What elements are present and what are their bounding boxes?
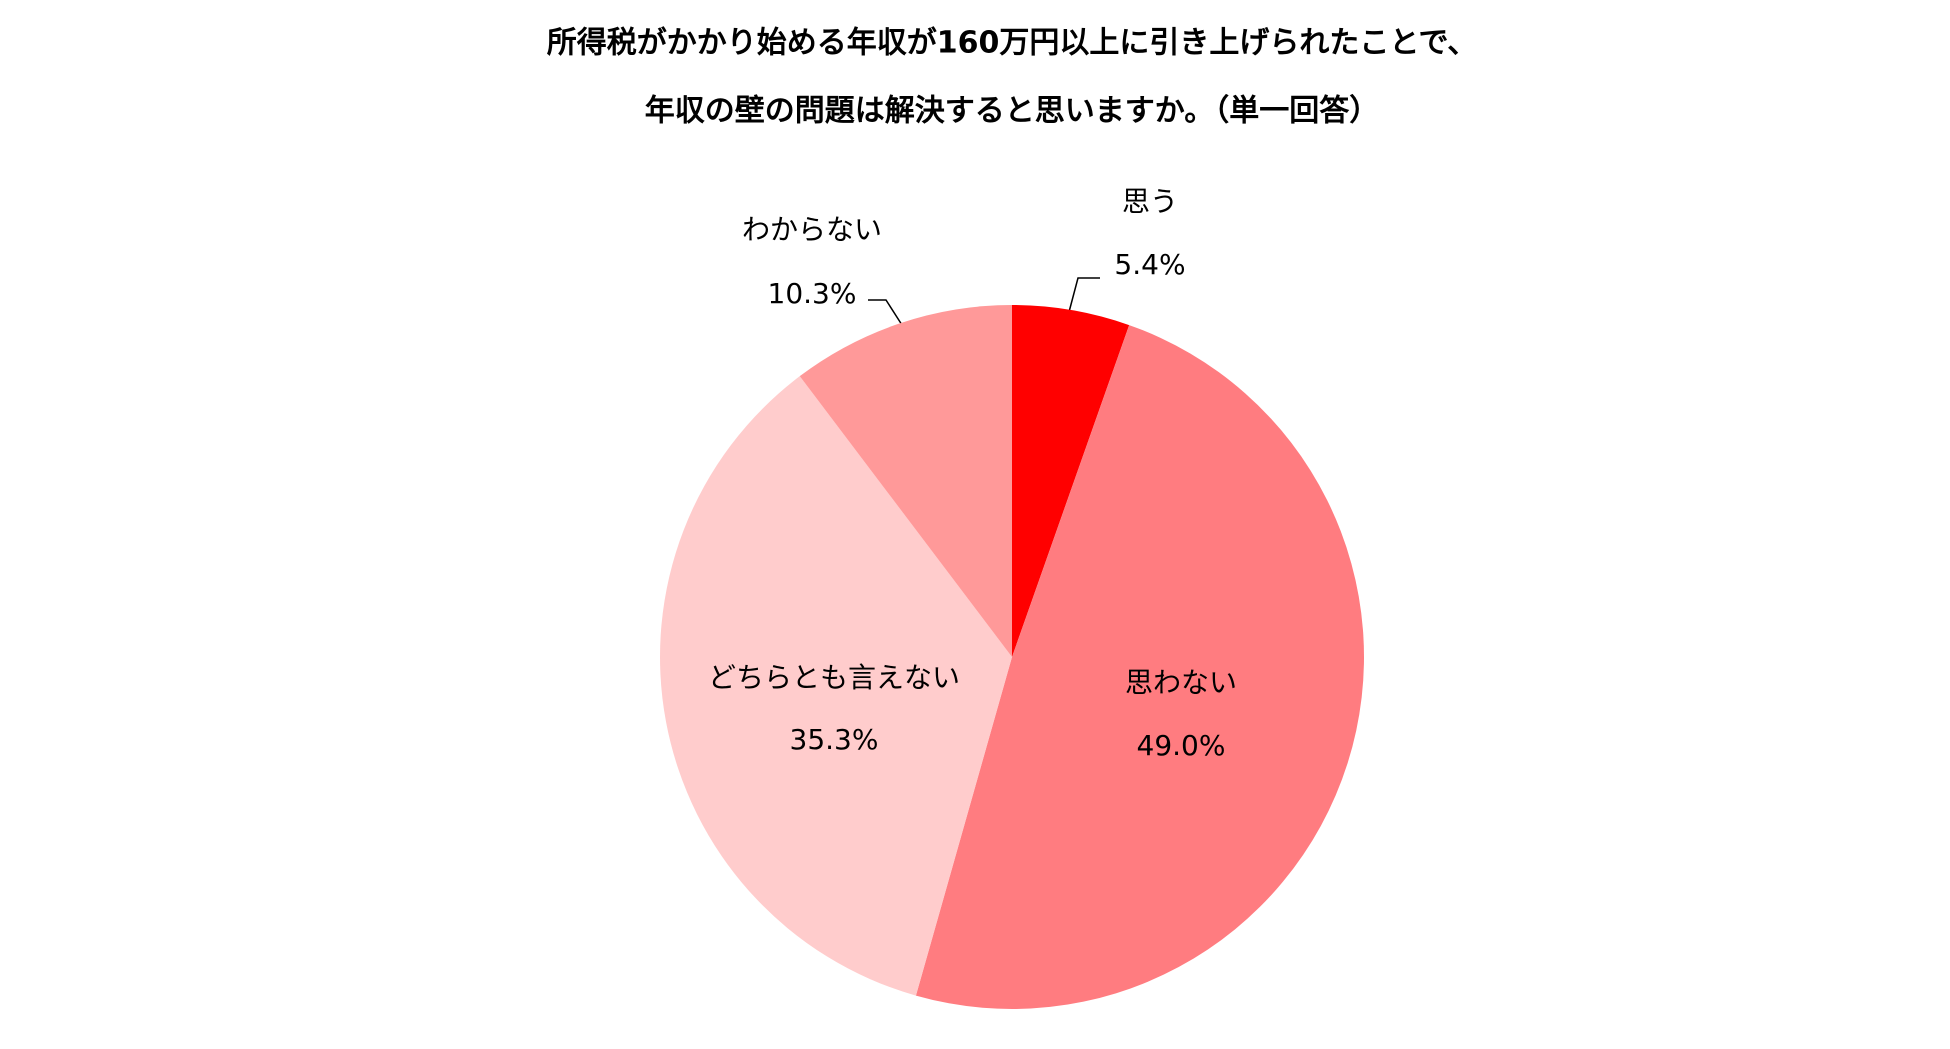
value-label: 10.3% (768, 277, 857, 310)
chart-title: 所得税がかかり始める年収が160万円以上に引き上げられたことで、 (547, 26, 1478, 61)
leader-line (1068, 277, 1100, 313)
pie-slice (1012, 305, 1130, 657)
pie-slice (660, 376, 1012, 996)
pie-slice (915, 325, 1365, 1010)
leader-line (868, 299, 903, 326)
chart-title: 年収の壁の問題は解決すると思いますか。（単一回答） (645, 94, 1379, 129)
category-label: 思う (1122, 185, 1178, 218)
value-label: 49.0% (1137, 729, 1226, 762)
category-label: わからない (742, 213, 882, 246)
value-label: 5.4% (1114, 248, 1185, 281)
category-label: どちらとも言えない (708, 661, 960, 694)
value-label: 35.3% (790, 723, 879, 756)
category-label: 思わない (1125, 666, 1237, 699)
pie-slice (799, 305, 1012, 657)
